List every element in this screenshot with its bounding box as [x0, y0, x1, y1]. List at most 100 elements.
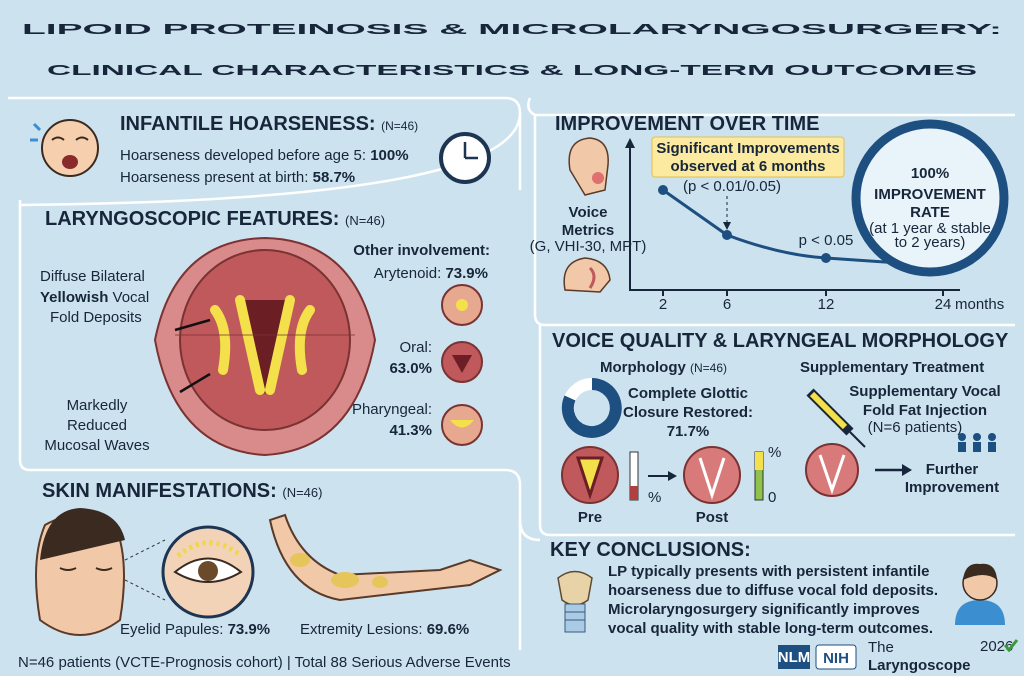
closure-text: Complete Glottic: [628, 385, 748, 402]
trend-chart-part: [662, 290, 944, 296]
people-icon-part: [988, 442, 996, 452]
x-tick-label: 12: [818, 296, 835, 313]
callout-label: Reduced: [67, 417, 127, 434]
arm-illustration-part: [372, 576, 388, 588]
panel-borders: [8, 96, 1015, 650]
glottis-arrow-part: [805, 443, 859, 497]
callout-text: observed at 6 months: [670, 158, 825, 175]
trend-chart-part: [629, 140, 960, 291]
title-text: SKIN MANIFESTATIONS:: [42, 480, 277, 502]
callout-label: Mucosal Waves: [44, 437, 149, 454]
baby-icon-part: [51, 136, 89, 141]
baby-icon-part: [30, 122, 42, 142]
arm-illustration-part: [331, 572, 359, 588]
trend-chart: [625, 138, 960, 296]
n-label: (N=46): [690, 361, 727, 375]
pre-post-icons: [561, 446, 764, 504]
section-title: LARYNGOSCOPIC FEATURES: (N=46): [45, 208, 385, 230]
pre-post-icons-part: [630, 486, 638, 500]
badge-note: to 2 years): [895, 234, 966, 251]
title: LIPOID PROTEINOSIS & MICROLARYNGOSURGERY…: [22, 21, 1002, 38]
face-illustration-part: [124, 539, 166, 601]
involvement-icons-part: [456, 299, 468, 311]
conclusion-line: LP typically presents with persistent in…: [608, 563, 929, 580]
caption: Extremity Lesions: 69.6%: [300, 621, 469, 638]
syringe-icon-part: [849, 431, 866, 448]
logo-text: NIH: [823, 650, 849, 667]
pre-post-icons-part: [698, 457, 726, 500]
conclusion-line: hoarseness due to diffuse vocal fold dep…: [608, 582, 938, 599]
involvement: Arytenoid: 73.9%: [374, 265, 488, 282]
badge: [851, 119, 1009, 277]
conclusion-line: Microlaryngosurgery significantly improv…: [608, 601, 920, 618]
check-icon: [1003, 639, 1019, 653]
caption-value: 69.6%: [427, 621, 470, 638]
trend-chart-part: [723, 222, 731, 230]
supp-text: Supplementary Vocal: [849, 383, 1000, 400]
face-illustration-part: [198, 561, 218, 581]
badge-value: 100%: [911, 165, 949, 182]
logo-text: NLM: [778, 649, 811, 666]
people-icon-part: [988, 433, 996, 441]
larynx-illustration: [153, 236, 377, 457]
scale-label: %: [648, 489, 661, 506]
trend-chart-part: [658, 185, 668, 195]
pre-post-icons-part: [755, 452, 763, 470]
involvement-icons-part: [450, 420, 474, 428]
involvement-value: 63.0%: [389, 360, 432, 377]
syringe-icon-part: [809, 391, 848, 430]
panel-borders-part: [19, 97, 1015, 542]
head-icons-part: [588, 266, 596, 289]
n-label: (N=46): [345, 213, 385, 228]
pre-post-icons-part: [575, 456, 605, 500]
larynx-icon-part: [565, 611, 585, 621]
subheading-text: Morphology: [600, 359, 686, 376]
larynx-icon-part: [564, 603, 586, 633]
baby-icon: [30, 119, 99, 177]
section-title: KEY CONCLUSIONS:: [550, 539, 751, 561]
syringe-icon: [806, 388, 866, 448]
journal-name: Laryngoscope: [868, 657, 971, 674]
stage-label: Post: [696, 509, 729, 526]
clock-icon-part: [463, 142, 478, 160]
arm-illustration-part: [268, 513, 503, 602]
section-title: VOICE QUALITY & LARYNGEAL MORPHOLOGY: [552, 330, 1009, 352]
stat-line: Hoarseness developed before age 5: 100%: [120, 147, 409, 164]
nih-logo: [815, 644, 857, 670]
trend-chart-part: [722, 230, 732, 240]
involvement-name: Oral:: [399, 339, 432, 356]
glottis-arrow-part: [902, 464, 912, 476]
p-value: (p < 0.01/0.05): [683, 178, 781, 195]
x-unit: months: [955, 296, 1004, 313]
people-icon-part: [973, 433, 981, 441]
involvement-icons: [441, 284, 483, 446]
metrics-note: (G, VHI-30, MPT): [530, 238, 647, 255]
n-label: (N=46): [381, 119, 418, 133]
callout-label: Markedly: [67, 397, 128, 414]
section-title: INFANTILE HOARSENESS: (N=46): [120, 113, 418, 135]
journal-the: The: [868, 639, 894, 656]
person-icon-part: [963, 563, 997, 580]
closure-text: Closure Restored:: [623, 404, 753, 421]
stat-line: Hoarseness present at birth: 58.7%: [120, 169, 355, 186]
metrics-label: Voice: [569, 204, 608, 221]
section-title: IMPROVEMENT OVER TIME: [555, 113, 819, 135]
journal-year: 2026: [980, 638, 1013, 655]
title-text: LARYNGOSCOPIC FEATURES:: [45, 208, 339, 230]
people-icon-part: [958, 433, 966, 441]
x-tick-label: 6: [723, 296, 731, 313]
caption: Eyelid Papules: 73.9%: [120, 621, 270, 638]
callout-label: Fold Deposits: [50, 309, 142, 326]
caption-value: 73.9%: [228, 621, 271, 638]
stat-value: 58.7%: [313, 169, 356, 186]
callout-text: Significant Improvements: [656, 140, 839, 157]
n-label: (N=46): [282, 485, 322, 500]
callout-text: Vocal: [113, 289, 150, 306]
trend-chart-part: [821, 253, 831, 263]
head-icons: [563, 137, 611, 293]
title-text: INFANTILE HOARSENESS:: [120, 113, 376, 135]
face-illustration-part: [59, 567, 113, 571]
x-tick-label: 24: [935, 296, 952, 313]
stat-text: Hoarseness present at birth:: [120, 169, 308, 186]
caption-text: Extremity Lesions:: [300, 621, 423, 638]
